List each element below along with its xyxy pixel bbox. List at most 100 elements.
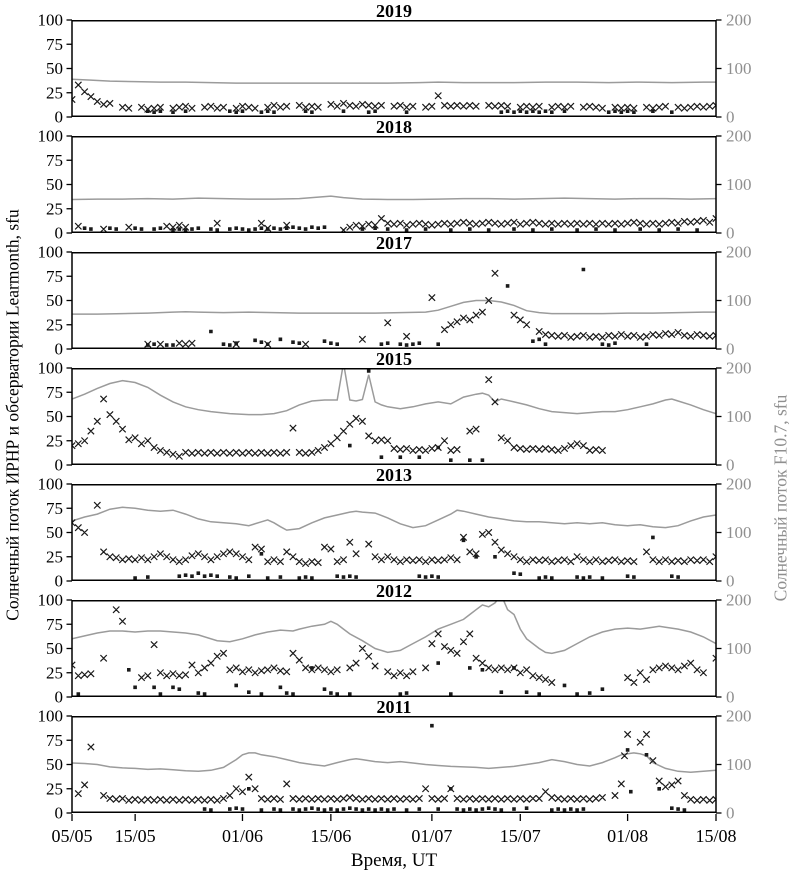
left-tick-label: 0 xyxy=(55,108,64,127)
right-tick-label: 100 xyxy=(726,639,752,658)
right-tick-label: 0 xyxy=(726,688,735,707)
f107-line xyxy=(72,78,716,84)
left-tick-label: 100 xyxy=(38,243,64,262)
right-tick-label: 200 xyxy=(726,11,752,30)
right-tick-label: 200 xyxy=(726,475,752,494)
dot-markers xyxy=(76,661,605,696)
x-tick-label: 01/07 xyxy=(411,826,452,846)
left-tick-label: 100 xyxy=(38,127,64,146)
left-tick-label: 75 xyxy=(46,499,63,518)
panel-chart-2017: 0 25 50 75 100 0 100 200 xyxy=(38,243,752,359)
left-tick-label: 75 xyxy=(46,731,63,750)
cross-markers xyxy=(72,375,607,460)
f107-line xyxy=(72,299,716,315)
panel-chart-2015: 0 25 50 75 100 0 100 200 xyxy=(38,359,752,475)
plot-border xyxy=(71,484,717,581)
left-tick-label: 75 xyxy=(46,151,63,170)
right-tick-label: 200 xyxy=(726,591,752,610)
right-tick-label: 0 xyxy=(726,224,735,243)
left-tick-label: 50 xyxy=(46,59,63,78)
left-tick-label: 0 xyxy=(55,804,64,823)
right-tick-label: 0 xyxy=(726,108,735,127)
right-tick-label: 200 xyxy=(726,359,752,378)
panel-chart-2013: 0 25 50 75 100 0 100 200 xyxy=(38,475,752,591)
panel-chart-2011: 0 25 50 75 100 0 100 200 xyxy=(38,707,752,823)
x-axis: 05/05 15/05 01/06 15/06 01/07 15/07 01/08 15/08 xyxy=(0,814,797,854)
panel-title-2015: 2015 xyxy=(376,349,412,369)
panel-2015: 2015 0 25 50 75 100 0 100 200 xyxy=(0,349,797,475)
left-tick-label: 25 xyxy=(46,199,63,218)
f107-line xyxy=(72,368,716,416)
cross-markers xyxy=(72,81,716,113)
left-tick-label: 100 xyxy=(38,11,64,30)
plot-border xyxy=(71,136,717,233)
x-axis-title: Время, UT xyxy=(350,850,438,871)
panel-title-2013: 2013 xyxy=(376,465,412,485)
left-tick-label: 50 xyxy=(46,523,63,542)
plot-border xyxy=(71,252,717,349)
left-tick-label: 25 xyxy=(46,547,63,566)
panel-title-2017: 2017 xyxy=(376,233,412,253)
left-tick-label: 25 xyxy=(46,663,63,682)
dot-markers xyxy=(82,225,699,232)
right-tick-label: 200 xyxy=(726,243,752,262)
right-tick-label: 100 xyxy=(726,755,752,774)
panels-container: 2019 0 25 50 75 100 0 100 200 2018 0 25 50 75 100 0 100 2… xyxy=(0,1,797,823)
right-tick-label: 0 xyxy=(726,572,735,591)
f107-line xyxy=(72,600,716,655)
cross-markers xyxy=(144,269,716,348)
left-tick-label: 100 xyxy=(38,707,64,726)
left-tick-label: 100 xyxy=(38,359,64,378)
panel-title-2011: 2011 xyxy=(376,697,412,717)
left-tick-label: 50 xyxy=(46,291,63,310)
left-tick-label: 50 xyxy=(46,639,63,658)
left-tick-label: 25 xyxy=(46,315,63,334)
panel-chart-2012: 0 25 50 75 100 0 100 200 xyxy=(38,591,752,707)
x-tick-label: 15/05 xyxy=(115,826,156,846)
right-tick-label: 0 xyxy=(726,340,735,359)
panel-chart-2019: 0 25 50 75 100 0 100 200 xyxy=(38,11,752,127)
cross-markers xyxy=(72,501,716,568)
f107-line xyxy=(72,752,716,774)
panel-title-2018: 2018 xyxy=(376,117,412,137)
left-tick-label: 0 xyxy=(55,572,64,591)
plot-border xyxy=(71,20,717,117)
panel-chart-2018: 0 25 50 75 100 0 100 200 xyxy=(38,127,752,243)
x-tick-label: 15/06 xyxy=(310,826,351,846)
panel-2013: 2013 0 25 50 75 100 0 100 200 xyxy=(0,465,797,591)
panel-title-2012: 2012 xyxy=(376,581,412,601)
right-tick-label: 0 xyxy=(726,804,735,823)
left-tick-label: 75 xyxy=(46,267,63,286)
x-axis-svg: 05/05 15/05 01/06 15/06 01/07 15/07 01/08 15/08 xyxy=(51,814,737,846)
left-tick-label: 100 xyxy=(38,475,64,494)
x-tick-label: 01/06 xyxy=(222,826,263,846)
right-tick-label: 100 xyxy=(726,523,752,542)
left-tick-label: 100 xyxy=(38,591,64,610)
right-tick-label: 200 xyxy=(726,127,752,146)
right-tick-label: 0 xyxy=(726,456,735,475)
f107-line xyxy=(72,195,716,201)
right-tick-label: 100 xyxy=(726,175,752,194)
panel-title-2019: 2019 xyxy=(376,1,412,21)
right-tick-label: 100 xyxy=(726,59,752,78)
panel-2012: 2012 0 25 50 75 100 0 100 200 xyxy=(0,581,797,707)
left-tick-label: 25 xyxy=(46,431,63,450)
left-tick-label: 50 xyxy=(46,175,63,194)
dot-markers xyxy=(146,109,674,114)
x-tick-label: 05/05 xyxy=(51,826,92,846)
left-tick-label: 75 xyxy=(46,383,63,402)
right-tick-label: 200 xyxy=(726,707,752,726)
left-tick-label: 0 xyxy=(55,340,64,359)
left-tick-label: 0 xyxy=(55,688,64,707)
cross-markers xyxy=(74,730,716,805)
right-tick-label: 100 xyxy=(726,291,752,310)
x-tick-label: 15/08 xyxy=(695,826,736,846)
panel-2018: 2018 0 25 50 75 100 0 100 200 xyxy=(0,117,797,243)
panel-2011: 2011 0 25 50 75 100 0 100 200 xyxy=(0,697,797,823)
left-tick-label: 75 xyxy=(46,615,63,634)
plot-border xyxy=(71,600,717,697)
panel-2019: 2019 0 25 50 75 100 0 100 200 xyxy=(0,1,797,127)
panel-2017: 2017 0 25 50 75 100 0 100 200 xyxy=(0,233,797,359)
left-tick-label: 75 xyxy=(46,35,63,54)
